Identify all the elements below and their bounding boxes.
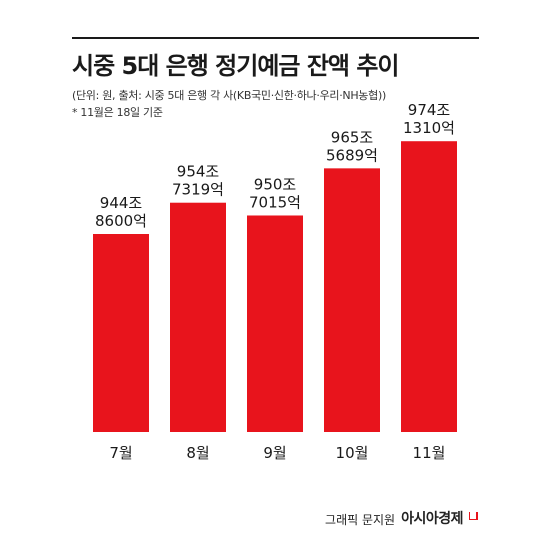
graphic-credit: 그래픽 문지원 (325, 513, 396, 527)
unit-source-note: (단위: 원, 출처: 시중 5대 은행 각 사(KB국민·신한·하나·우리·N… (72, 89, 386, 102)
category-label: 8월 (186, 444, 209, 462)
credit: 그래픽 문지원 아시아경제 (325, 508, 478, 528)
data-label: 954조 (177, 163, 220, 181)
data-label: 944조 (100, 194, 143, 212)
chart-title: 시중 5대 은행 정기예금 잔액 추이 (72, 52, 400, 80)
category-label: 10월 (336, 444, 369, 462)
data-label: 8600억 (95, 212, 147, 230)
date-note: * 11월은 18일 기준 (72, 106, 163, 119)
bar-9월 (247, 215, 303, 432)
bar-7월 (93, 234, 149, 432)
data-label: 950조 (254, 175, 297, 193)
category-label: 7월 (109, 444, 132, 462)
data-label: 5689억 (326, 146, 378, 164)
data-label: 1310억 (403, 119, 455, 137)
brand-mark-icon (469, 512, 478, 520)
data-label: 965조 (331, 128, 374, 146)
top-rule (72, 37, 479, 39)
category-label: 11월 (413, 444, 446, 462)
data-label: 974조 (408, 101, 451, 119)
bar-8월 (170, 202, 226, 432)
category-label: 9월 (263, 444, 286, 462)
data-label: 7015억 (249, 193, 301, 211)
bar-10월 (324, 168, 380, 432)
brand-logo: 아시아경제 (401, 511, 463, 527)
bar-11월 (401, 141, 457, 432)
data-label: 7319억 (172, 181, 224, 199)
